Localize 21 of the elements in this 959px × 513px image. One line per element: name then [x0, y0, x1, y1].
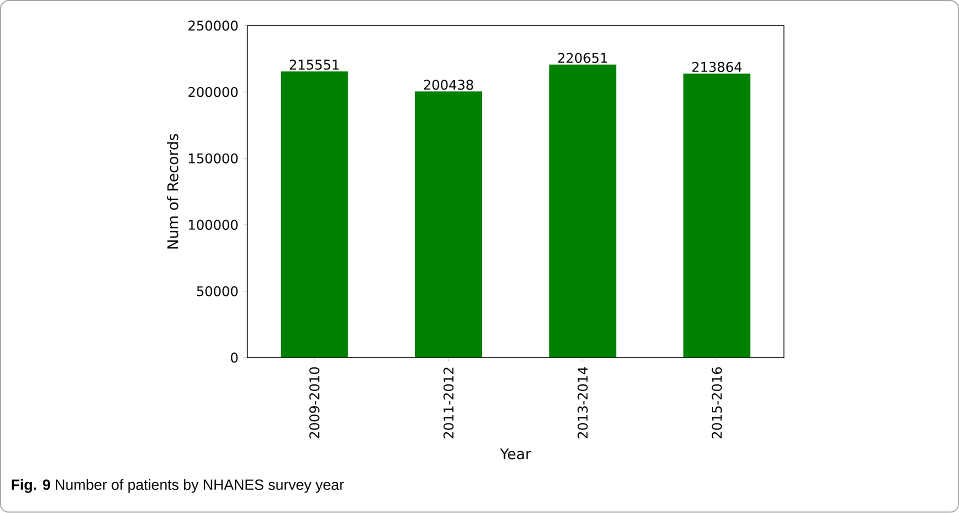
x-tick-label: 2009-2010	[309, 367, 320, 438]
data-label: 220651	[558, 53, 607, 64]
text: Fig. 9 Number of patients by NHANES survey year	[12, 479, 344, 494]
data-label: 200438	[424, 80, 474, 90]
y-tick-label: 50000	[197, 286, 238, 296]
y-tick-label: 100000	[188, 220, 238, 230]
bar	[683, 74, 750, 358]
data-label: 215551	[290, 60, 339, 70]
y-tick-label: 150000	[188, 154, 238, 164]
data-label: 213864	[692, 62, 742, 72]
x-tick-label: 2013-2014	[578, 367, 588, 438]
bar	[549, 64, 616, 358]
bar	[280, 72, 348, 358]
x-tick-label: 2015-2016	[712, 367, 722, 438]
y-axis-title: Num of Records	[166, 134, 178, 249]
x-axis-title: Year	[500, 448, 532, 460]
y-tick-label: 250000	[188, 20, 238, 31]
y-tick-label: 0	[230, 352, 238, 363]
y-tick-label: 200000	[188, 87, 238, 98]
x-tick-label: 2011-2012	[443, 368, 454, 438]
bar	[414, 92, 482, 358]
